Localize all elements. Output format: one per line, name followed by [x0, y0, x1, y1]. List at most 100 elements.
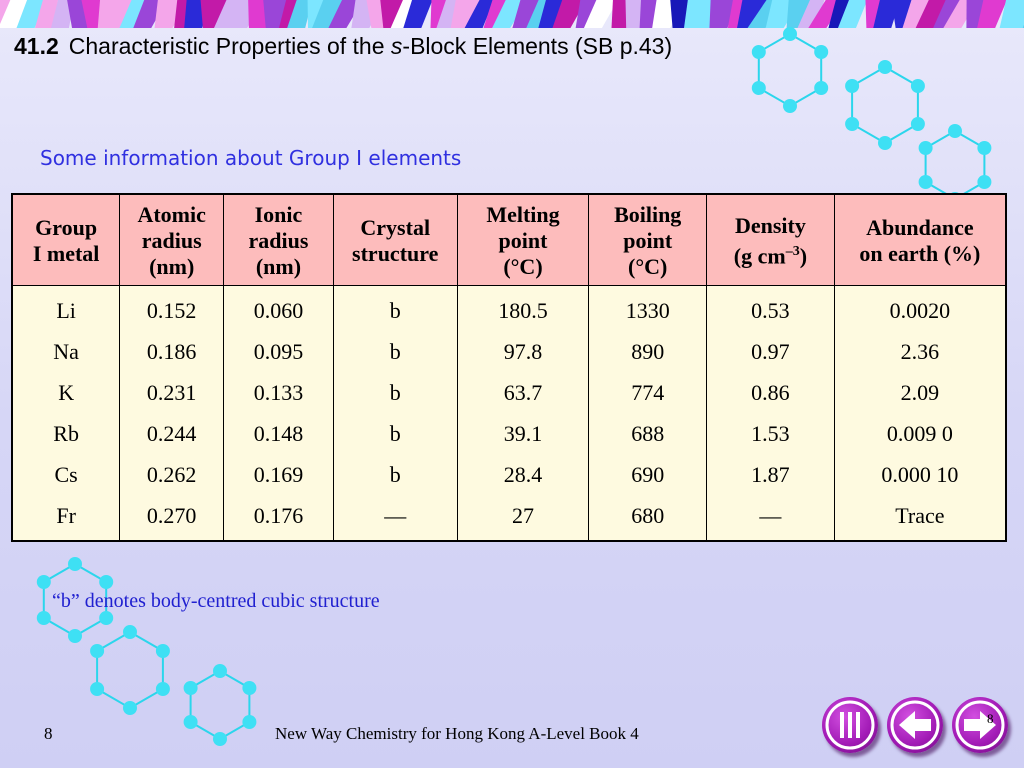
page-title: 41.2 Characteristic Properties of the s-B… [14, 33, 672, 60]
subtitle: Some information about Group I elements [40, 146, 462, 170]
atom-dot [123, 625, 137, 639]
table-header-row: Group I metal Atomic radius (nm) Ionic radiu… [11, 193, 1007, 286]
table-cell: 0.186 [119, 331, 225, 372]
mosaic-tile [902, 0, 931, 28]
atom-dot [242, 681, 257, 695]
title-text-2: -Block Elements (SB p.43) [402, 33, 673, 59]
table-cell: 690 [588, 454, 708, 495]
atom-dot [68, 629, 82, 643]
table-cell: b [332, 285, 458, 331]
table-cell: 0.176 [223, 495, 334, 541]
hexagon-ring [96, 630, 164, 710]
table-cell: — [706, 495, 835, 541]
table-cell: Rb [11, 413, 121, 454]
mosaic-tile [915, 0, 949, 28]
table-cell: 1330 [588, 285, 708, 331]
atom-dot [878, 60, 892, 74]
atom-dot [183, 715, 198, 729]
table-row: K 0.231 0.133 b 63.7 774 0.86 2.09 [11, 372, 1007, 413]
forward-button[interactable] [952, 697, 1008, 753]
table-cell: 1.53 [706, 413, 835, 454]
atom-dot [213, 732, 227, 746]
table-cell: 0.009 0 [833, 413, 1007, 454]
atom-dot [918, 141, 933, 155]
table-cell: 39.1 [456, 413, 590, 454]
atom-dot [918, 175, 933, 189]
mosaic-tile [16, 0, 48, 28]
atom-dot [90, 682, 105, 696]
table-cell: 774 [588, 372, 708, 413]
table-cell: 1.87 [706, 454, 835, 495]
table-cell: b [332, 413, 458, 454]
table-cell: 27 [456, 495, 590, 541]
atom-dot [910, 79, 925, 93]
table-cell: 0.0020 [833, 285, 1007, 331]
table-cell: 2.36 [833, 331, 1007, 372]
atom-dot [977, 141, 992, 155]
table-cell: 0.152 [119, 285, 225, 331]
table-cell: 0.169 [223, 454, 334, 495]
table-cell: Li [11, 285, 121, 331]
header-group-metal: Group I metal [11, 193, 121, 286]
atom-dot [123, 701, 137, 715]
atom-dot [751, 81, 766, 95]
menu-bars-icon [825, 700, 875, 750]
group-i-properties-table: Group I metal Atomic radius (nm) Ionic radiu… [11, 193, 1007, 542]
table-cell: 890 [588, 331, 708, 372]
table-cell: 0.53 [706, 285, 835, 331]
corner-page-number: 8 [987, 711, 994, 726]
table-cell: 0.262 [119, 454, 225, 495]
atom-dot [36, 611, 51, 625]
mosaic-tile [464, 0, 494, 28]
back-button[interactable] [887, 697, 943, 753]
mosaic-tile [583, 0, 618, 28]
table-cell: — [332, 495, 458, 541]
atom-dot [845, 79, 860, 93]
mosaic-tile [977, 0, 1007, 28]
mosaic-tile [450, 0, 482, 28]
hexagon-ring [851, 65, 919, 145]
table-cell: Trace [833, 495, 1007, 541]
atom-dot [36, 575, 51, 589]
table-cell: 680 [588, 495, 708, 541]
table-cell: Cs [11, 454, 121, 495]
structure-note: “b” denotes body-centred cubic structure [52, 590, 380, 612]
table-cell: 0.095 [223, 331, 334, 372]
mosaic-tile [709, 0, 738, 28]
header-atomic-radius: Atomic radius (nm) [119, 193, 225, 286]
header-crystal-structure: Crystal structure [332, 193, 458, 286]
table-cell: 97.8 [456, 331, 590, 372]
atom-dot [99, 611, 114, 625]
atom-dot [90, 644, 105, 658]
atom-dot [783, 27, 797, 41]
table-cell: 2.09 [833, 372, 1007, 413]
table-row: Rb 0.244 0.148 b 39.1 688 1.53 0.009 0 [11, 413, 1007, 454]
atom-dot [814, 45, 829, 59]
arrow-right-icon [955, 700, 1005, 750]
table-cell: b [332, 372, 458, 413]
hexagon-ring [189, 669, 251, 741]
hexagon-ring [924, 129, 986, 201]
header-boiling-point: Boiling point (°C) [588, 193, 708, 286]
arrow-left-icon [890, 700, 940, 750]
atom-dot [155, 682, 170, 696]
table-cell: 0.86 [706, 372, 835, 413]
atom-dot [242, 715, 257, 729]
menu-button[interactable] [822, 697, 878, 753]
atom-dot [783, 99, 797, 113]
atom-dot [878, 136, 892, 150]
table-cell: 0.133 [223, 372, 334, 413]
atom-dot [751, 45, 766, 59]
atom-dot [213, 664, 227, 678]
mosaic-tile [837, 0, 868, 28]
section-number: 41.2 [14, 33, 59, 59]
table-cell: K [11, 372, 121, 413]
table-cell: Na [11, 331, 121, 372]
title-text-1: Characteristic Properties of the [68, 33, 391, 59]
table-row: Li 0.152 0.060 b 180.5 1330 0.53 0.0020 [11, 285, 1007, 331]
header-ionic-radius: Ionic radius (nm) [223, 193, 334, 286]
table-cell: 63.7 [456, 372, 590, 413]
mosaic-tile [287, 0, 313, 28]
atom-dot [845, 117, 860, 131]
